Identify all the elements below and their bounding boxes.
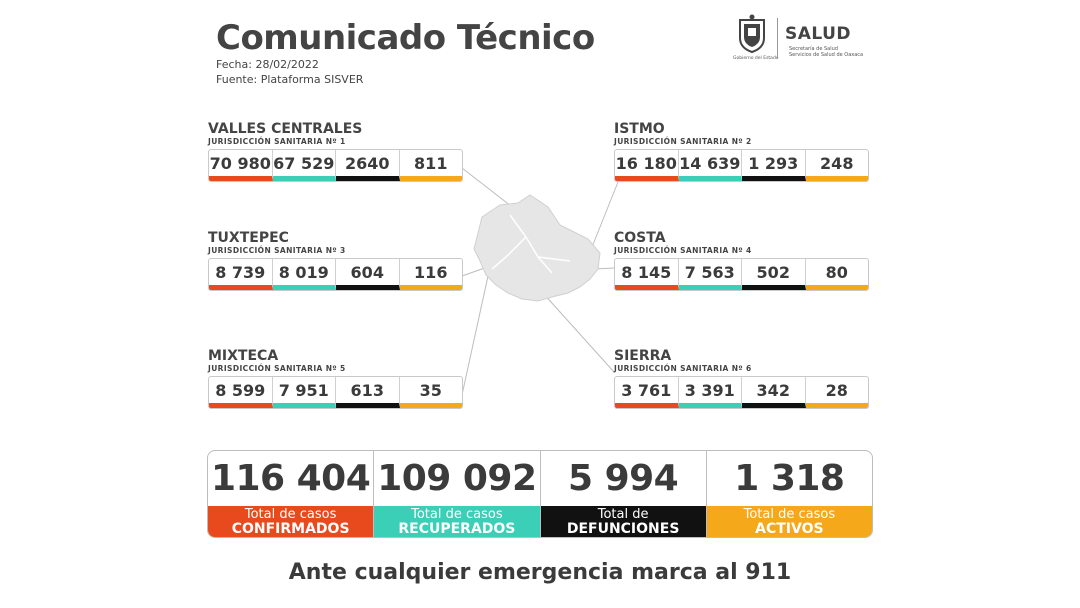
recovered-value: 8 019 <box>272 259 336 290</box>
region-jurisdiction: JURISDICCIÓN SANITARIA Nº 5 <box>208 364 346 373</box>
total-label-line1: Total de casos <box>411 506 503 522</box>
total-label-line2: DEFUNCIONES <box>566 520 680 537</box>
confirmed-value: 3 761 <box>615 377 679 408</box>
total-deaths: 5 994 Total de DEFUNCIONES <box>540 451 707 537</box>
recovered-value: 7 951 <box>272 377 336 408</box>
recovered-value: 3 391 <box>678 377 742 408</box>
region-values: 8 739 8 019 604 116 <box>208 258 463 291</box>
confirmed-value: 8 599 <box>209 377 273 408</box>
recovered-value: 67 529 <box>272 150 336 181</box>
total-recovered: 109 092 Total de casos RECUPERADOS <box>374 451 541 537</box>
total-label-line1: Total de casos <box>743 506 836 522</box>
confirmed-value: 8 145 <box>615 259 679 290</box>
total-confirmed-label: Total de casos CONFIRMADOS <box>208 506 374 537</box>
region-name: ISTMO <box>614 121 665 137</box>
region-jurisdiction: JURISDICCIÓN SANITARIA Nº 2 <box>614 137 752 146</box>
region-values: 16 180 14 639 1 293 248 <box>614 149 869 182</box>
region-sierra: SIERRA JURISDICCIÓN SANITARIA Nº 6 3 761… <box>614 349 869 409</box>
coat-of-arms-icon <box>739 14 765 54</box>
total-deaths-label: Total de DEFUNCIONES <box>540 506 706 537</box>
active-value: 80 <box>805 259 868 290</box>
total-label-line2: ACTIVOS <box>755 520 824 537</box>
deaths-value: 1 293 <box>742 150 806 181</box>
total-active: 1 318 Total de casos ACTIVOS <box>706 451 872 537</box>
report-source: Fuente: Plataforma SISVER <box>216 73 364 86</box>
total-recovered-value: 109 092 <box>377 458 537 499</box>
logo-divider <box>777 18 778 58</box>
active-value: 28 <box>805 377 868 408</box>
total-confirmed: 116 404 Total de casos CONFIRMADOS <box>208 451 375 537</box>
logo-salud-text: SALUD <box>785 24 852 44</box>
region-name: VALLES CENTRALES <box>208 121 363 137</box>
confirmed-value: 70 980 <box>209 150 273 181</box>
region-name: COSTA <box>614 230 666 246</box>
region-costa: COSTA JURISDICCIÓN SANITARIA Nº 4 8 145 … <box>614 231 869 291</box>
logo-subtitle-1: Secretaría de Salud <box>789 46 838 52</box>
active-value: 811 <box>399 150 462 181</box>
region-name: SIERRA <box>614 348 672 364</box>
region-istmo: ISTMO JURISDICCIÓN SANITARIA Nº 2 16 180… <box>614 122 869 182</box>
region-jurisdiction: JURISDICCIÓN SANITARIA Nº 6 <box>614 364 752 373</box>
region-valles-centrales: VALLES CENTRALES JURISDICCIÓN SANITARIA … <box>208 122 463 182</box>
recovered-value: 7 563 <box>678 259 742 290</box>
total-active-value: 1 318 <box>734 458 845 499</box>
confirmed-value: 16 180 <box>615 150 679 181</box>
page-title: Comunicado Técnico <box>216 18 595 58</box>
region-jurisdiction: JURISDICCIÓN SANITARIA Nº 4 <box>614 246 752 255</box>
region-mixteca: MIXTECA JURISDICCIÓN SANITARIA Nº 5 8 59… <box>208 349 463 409</box>
deaths-value: 2640 <box>336 150 400 181</box>
report-date: Fecha: 28/02/2022 <box>216 58 319 71</box>
emergency-footer: Ante cualquier emergencia marca al 911 <box>288 560 792 585</box>
region-name: TUXTEPEC <box>208 230 289 246</box>
deaths-value: 604 <box>336 259 400 290</box>
confirmed-value: 8 739 <box>209 259 273 290</box>
logo-gobierno-text: Gobierno del Estado <box>733 56 779 61</box>
region-values: 3 761 3 391 342 28 <box>614 376 869 409</box>
region-jurisdiction: JURISDICCIÓN SANITARIA Nº 3 <box>208 246 346 255</box>
total-recovered-label: Total de casos RECUPERADOS <box>374 506 540 537</box>
active-value: 248 <box>805 150 868 181</box>
total-active-label: Total de casos ACTIVOS <box>706 506 872 537</box>
deaths-value: 342 <box>742 377 806 408</box>
region-values: 8 599 7 951 613 35 <box>208 376 463 409</box>
total-confirmed-value: 116 404 <box>210 458 371 499</box>
oaxaca-map-icon <box>473 194 601 302</box>
region-values: 8 145 7 563 502 80 <box>614 258 869 291</box>
active-value: 35 <box>399 377 462 408</box>
region-tuxtepec: TUXTEPEC JURISDICCIÓN SANITARIA Nº 3 8 7… <box>208 231 463 291</box>
deaths-value: 502 <box>742 259 806 290</box>
total-label-line1: Total de <box>597 506 649 522</box>
total-label-line2: RECUPERADOS <box>398 520 516 537</box>
logo-subtitle-2: Servicios de Salud de Oaxaca <box>789 52 864 58</box>
region-name: MIXTECA <box>208 348 279 364</box>
region-values: 70 980 67 529 2640 811 <box>208 149 463 182</box>
total-label-line1: Total de casos <box>244 506 337 522</box>
recovered-value: 14 639 <box>678 150 742 181</box>
total-label-line2: CONFIRMADOS <box>231 520 350 537</box>
totals-panel: 116 404 Total de casos CONFIRMADOS 109 0… <box>207 450 873 538</box>
total-deaths-value: 5 994 <box>568 458 679 499</box>
deaths-value: 613 <box>336 377 400 408</box>
active-value: 116 <box>399 259 462 290</box>
salud-logo: Gobierno del Estado SALUD Secretaría de … <box>733 14 863 64</box>
region-jurisdiction: JURISDICCIÓN SANITARIA Nº 1 <box>208 137 346 146</box>
